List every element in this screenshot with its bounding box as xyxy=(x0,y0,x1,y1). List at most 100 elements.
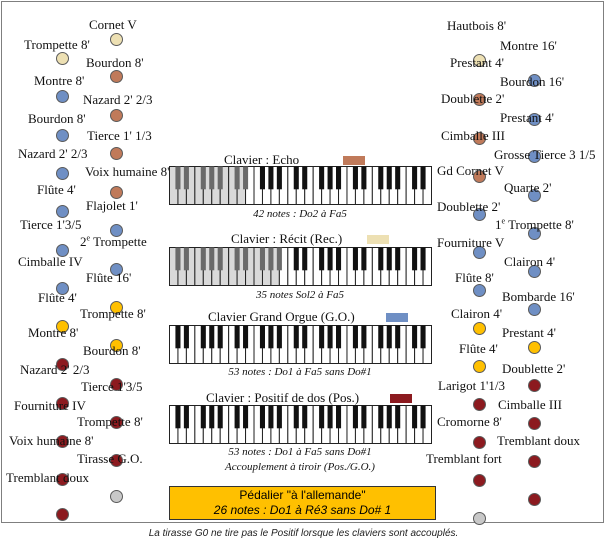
black-key[interactable] xyxy=(336,247,342,271)
black-key[interactable] xyxy=(412,405,418,429)
black-key[interactable] xyxy=(175,247,181,271)
black-key[interactable] xyxy=(268,405,274,429)
black-key[interactable] xyxy=(259,247,265,271)
stop-knob[interactable] xyxy=(528,455,541,468)
stop-knob[interactable] xyxy=(473,436,486,449)
black-key[interactable] xyxy=(327,405,333,429)
black-key[interactable] xyxy=(361,166,367,190)
black-key[interactable] xyxy=(412,325,418,349)
black-key[interactable] xyxy=(175,405,181,429)
stop-knob[interactable] xyxy=(473,246,486,259)
black-key[interactable] xyxy=(276,247,282,271)
stop-knob[interactable] xyxy=(528,341,541,354)
black-key[interactable] xyxy=(319,166,325,190)
black-key[interactable] xyxy=(319,247,325,271)
black-key[interactable] xyxy=(209,166,215,190)
black-key[interactable] xyxy=(378,166,384,190)
black-key[interactable] xyxy=(420,166,426,190)
black-key[interactable] xyxy=(217,325,223,349)
black-key[interactable] xyxy=(336,166,342,190)
black-key[interactable] xyxy=(293,325,299,349)
stop-knob[interactable] xyxy=(56,435,69,448)
black-key[interactable] xyxy=(302,166,308,190)
black-key[interactable] xyxy=(302,325,308,349)
black-key[interactable] xyxy=(395,325,401,349)
stop-knob[interactable] xyxy=(528,379,541,392)
black-key[interactable] xyxy=(386,325,392,349)
stop-knob[interactable] xyxy=(110,378,123,391)
stop-knob[interactable] xyxy=(110,147,123,160)
black-key[interactable] xyxy=(327,247,333,271)
black-key[interactable] xyxy=(352,166,358,190)
black-key[interactable] xyxy=(420,405,426,429)
black-key[interactable] xyxy=(243,247,249,271)
black-key[interactable] xyxy=(395,405,401,429)
black-key[interactable] xyxy=(361,247,367,271)
black-key[interactable] xyxy=(378,247,384,271)
black-key[interactable] xyxy=(200,166,206,190)
stop-knob[interactable] xyxy=(110,454,123,467)
stop-knob[interactable] xyxy=(528,265,541,278)
black-key[interactable] xyxy=(386,247,392,271)
black-key[interactable] xyxy=(175,166,181,190)
stop-knob[interactable] xyxy=(473,132,486,145)
black-key[interactable] xyxy=(200,405,206,429)
stop-knob[interactable] xyxy=(473,284,486,297)
stop-knob[interactable] xyxy=(56,320,69,333)
black-key[interactable] xyxy=(319,325,325,349)
black-key[interactable] xyxy=(276,405,282,429)
black-key[interactable] xyxy=(319,405,325,429)
stop-knob[interactable] xyxy=(528,113,541,126)
black-key[interactable] xyxy=(276,325,282,349)
stop-knob[interactable] xyxy=(473,54,486,67)
stop-knob[interactable] xyxy=(56,244,69,257)
stop-knob[interactable] xyxy=(110,33,123,46)
black-key[interactable] xyxy=(268,247,274,271)
stop-knob[interactable] xyxy=(56,90,69,103)
black-key[interactable] xyxy=(352,325,358,349)
stop-knob[interactable] xyxy=(56,508,69,521)
stop-knob[interactable] xyxy=(473,322,486,335)
stop-knob[interactable] xyxy=(110,339,123,352)
stop-knob[interactable] xyxy=(56,52,69,65)
black-key[interactable] xyxy=(209,405,215,429)
black-key[interactable] xyxy=(183,405,189,429)
black-key[interactable] xyxy=(234,247,240,271)
black-key[interactable] xyxy=(183,247,189,271)
stop-knob[interactable] xyxy=(473,360,486,373)
black-key[interactable] xyxy=(386,405,392,429)
stop-knob[interactable] xyxy=(110,263,123,276)
black-key[interactable] xyxy=(259,166,265,190)
black-key[interactable] xyxy=(420,325,426,349)
black-key[interactable] xyxy=(352,247,358,271)
stop-knob[interactable] xyxy=(56,282,69,295)
black-key[interactable] xyxy=(395,166,401,190)
black-key[interactable] xyxy=(243,405,249,429)
black-key[interactable] xyxy=(268,166,274,190)
black-key[interactable] xyxy=(234,166,240,190)
black-key[interactable] xyxy=(361,405,367,429)
black-key[interactable] xyxy=(243,325,249,349)
black-key[interactable] xyxy=(183,325,189,349)
black-key[interactable] xyxy=(268,325,274,349)
stop-knob[interactable] xyxy=(110,416,123,429)
stop-knob[interactable] xyxy=(110,490,123,503)
stop-knob[interactable] xyxy=(528,303,541,316)
black-key[interactable] xyxy=(386,166,392,190)
stop-knob[interactable] xyxy=(110,70,123,83)
stop-knob[interactable] xyxy=(473,398,486,411)
stop-knob[interactable] xyxy=(56,473,69,486)
black-key[interactable] xyxy=(378,405,384,429)
black-key[interactable] xyxy=(276,166,282,190)
black-key[interactable] xyxy=(395,247,401,271)
stop-knob[interactable] xyxy=(528,417,541,430)
black-key[interactable] xyxy=(420,247,426,271)
black-key[interactable] xyxy=(293,247,299,271)
stop-knob[interactable] xyxy=(110,301,123,314)
stop-knob[interactable] xyxy=(473,93,486,106)
stop-knob[interactable] xyxy=(528,150,541,163)
black-key[interactable] xyxy=(259,405,265,429)
black-key[interactable] xyxy=(302,405,308,429)
black-key[interactable] xyxy=(200,325,206,349)
black-key[interactable] xyxy=(234,325,240,349)
